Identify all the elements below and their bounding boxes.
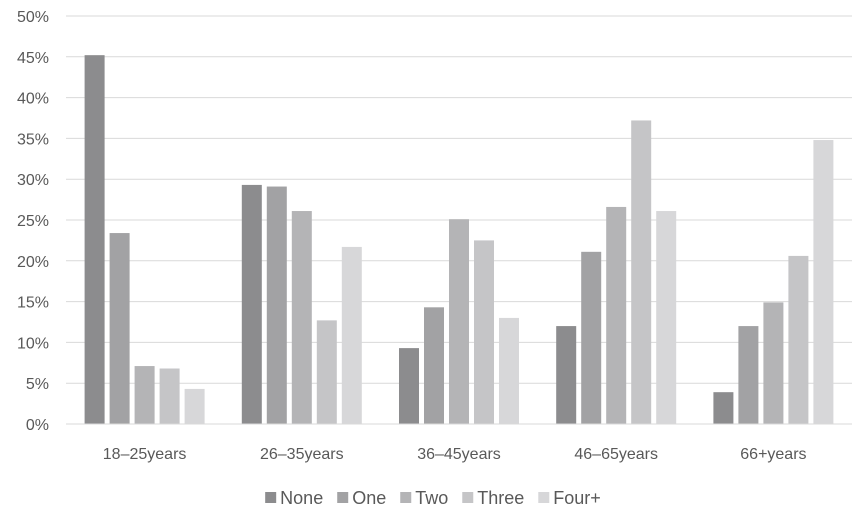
- legend: None One Two Three Four+: [265, 488, 601, 508]
- bar: [606, 206, 627, 424]
- bar: [84, 55, 105, 424]
- bar: [631, 120, 652, 424]
- bar: [581, 251, 602, 424]
- legend-label: None: [280, 488, 323, 508]
- legend-label: Four+: [553, 488, 601, 508]
- y-tick-label: 0%: [26, 417, 49, 434]
- y-tick-label: 15%: [17, 295, 49, 312]
- bar: [713, 392, 734, 424]
- bar: [399, 348, 419, 424]
- bar: [241, 184, 262, 424]
- bar: [341, 246, 362, 424]
- x-tick-label: 26–35years: [260, 446, 344, 463]
- bar: [109, 233, 130, 424]
- y-tick-label: 20%: [17, 254, 49, 271]
- x-tick-label: 46–65years: [574, 446, 658, 463]
- bars: [84, 55, 834, 425]
- bar: [656, 211, 677, 424]
- y-axis-tick-labels: 0% 5% 10% 15% 20% 25% 30% 35% 40% 45% 50%: [17, 9, 49, 434]
- y-tick-label: 40%: [17, 91, 49, 108]
- bar: [813, 140, 834, 425]
- x-tick-label: 18–25years: [103, 446, 187, 463]
- y-tick-label: 5%: [26, 376, 49, 393]
- y-tick-label: 35%: [17, 131, 49, 148]
- bar: [159, 368, 180, 424]
- y-tick-label: 45%: [17, 50, 49, 67]
- bar: [134, 366, 155, 424]
- bar: [316, 320, 337, 424]
- legend-swatch: [400, 492, 412, 503]
- legend-label: Two: [415, 488, 448, 508]
- legend-swatch: [265, 492, 277, 503]
- x-axis-tick-labels: 18–25years 26–35years 36–45years 46–65years…: [103, 446, 807, 463]
- legend-swatch: [337, 492, 349, 503]
- y-tick-label: 25%: [17, 213, 49, 230]
- bar: [266, 186, 287, 424]
- bar: [291, 211, 312, 424]
- legend-label: Three: [477, 488, 524, 508]
- bar: [424, 307, 444, 424]
- bar: [763, 302, 784, 424]
- bar: [499, 317, 519, 424]
- y-tick-label: 50%: [17, 9, 49, 26]
- bar: [474, 240, 494, 424]
- bar: [556, 326, 577, 424]
- legend-swatch: [462, 492, 474, 503]
- bar: [184, 388, 205, 424]
- bar: [738, 326, 759, 424]
- legend-swatch: [538, 492, 550, 503]
- y-tick-label: 30%: [17, 172, 49, 189]
- legend-label: One: [352, 488, 386, 508]
- y-tick-label: 10%: [17, 335, 49, 352]
- x-tick-label: 36–45years: [417, 446, 501, 463]
- bar: [449, 219, 469, 424]
- bar: [788, 255, 809, 424]
- x-tick-label: 66+years: [740, 446, 806, 463]
